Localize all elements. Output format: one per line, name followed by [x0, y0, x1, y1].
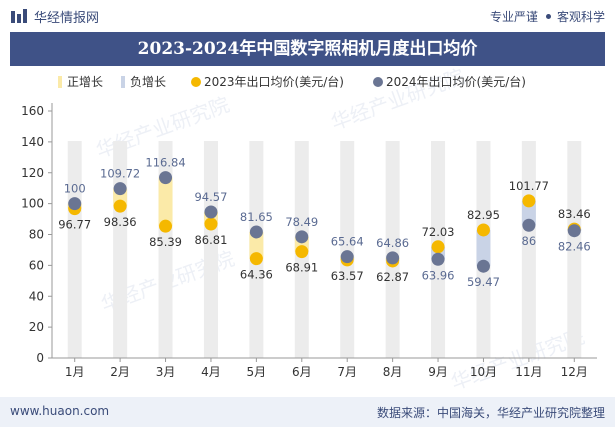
data-label-2024: 100 — [64, 182, 86, 196]
x-tick-label: 4月 — [201, 365, 221, 379]
x-tick-label: 2月 — [110, 365, 130, 379]
point-2024 — [522, 218, 536, 232]
data-label-2023: 96.77 — [58, 218, 91, 232]
data-label-2023: 72.03 — [422, 225, 455, 239]
data-label-2023: 62.87 — [376, 270, 409, 284]
positive-growth-bar — [249, 231, 264, 259]
data-label-2024: 116.84 — [145, 156, 185, 170]
x-tick-label: 10月 — [470, 365, 497, 379]
top-bar: 华经情报网 专业严谨 客观科学 — [0, 0, 615, 30]
data-label-2024: 64.86 — [376, 236, 409, 250]
data-label-2024: 63.96 — [422, 268, 455, 282]
point-2024 — [340, 250, 354, 264]
point-2024 — [113, 182, 127, 196]
data-label-2023: 83.46 — [558, 207, 591, 221]
point-2024 — [159, 171, 173, 185]
chart: 华经产业研究院华经产业研究院华经产业研究院华经产业研究院020406080100… — [21, 66, 597, 395]
point-2024 — [386, 251, 400, 265]
data-label-2024: 78.49 — [285, 215, 318, 229]
background-column — [567, 141, 582, 358]
point-2023 — [295, 245, 309, 259]
point-2024 — [295, 230, 309, 244]
y-tick-label: 0 — [36, 351, 44, 365]
y-tick-label: 20 — [29, 320, 44, 334]
background-column — [521, 141, 536, 358]
y-tick-label: 140 — [21, 135, 44, 149]
legend-positive-label: 正增长 — [67, 75, 103, 89]
legend-2024-label: 2024年出口均价(美元/台) — [386, 74, 526, 89]
point-2024 — [476, 259, 490, 273]
positive-growth-bar — [158, 177, 173, 227]
point-2023 — [522, 194, 536, 208]
data-label-2024: 109.72 — [100, 167, 140, 181]
legend-2024-marker — [373, 77, 383, 87]
negative-growth-bar — [521, 200, 536, 226]
x-tick-label: 7月 — [337, 365, 357, 379]
x-tick-label: 6月 — [292, 365, 312, 379]
y-tick-label: 160 — [21, 104, 44, 118]
data-label-2023: 85.39 — [149, 235, 182, 249]
tagline-b: 客观科学 — [556, 10, 605, 24]
footer: www.huaon.com 数据来源：中国海关，华经产业研究院整理 — [0, 397, 615, 427]
data-label-2023: 101.77 — [509, 179, 549, 193]
legend-2023-label: 2023年出口均价(美元/台) — [204, 74, 344, 89]
data-label-2023: 82.95 — [467, 208, 500, 222]
legend-positive-swatch — [58, 76, 62, 88]
x-tick-label: 1月 — [65, 365, 85, 379]
data-label-2023: 63.57 — [331, 269, 364, 283]
background-column — [67, 141, 82, 358]
y-tick-label: 40 — [29, 289, 44, 303]
point-2023 — [113, 199, 127, 213]
background-column — [203, 141, 218, 358]
background-column — [340, 141, 355, 358]
data-label-2023: 68.91 — [285, 261, 318, 275]
logo-text: 华经情报网 — [34, 11, 100, 26]
logo: 华经情报网 — [10, 7, 99, 26]
point-2023 — [249, 252, 263, 266]
footer-source: 数据来源：中国海关，华经产业研究院整理 — [376, 406, 605, 420]
tagline: 专业严谨 客观科学 — [490, 8, 605, 25]
negative-growth-bar — [476, 229, 491, 267]
point-2023 — [159, 219, 173, 233]
background-column — [385, 141, 400, 358]
point-2024 — [204, 205, 218, 219]
point-2024 — [249, 225, 263, 239]
watermark-text-4: 华经产业研究院 — [448, 324, 588, 394]
x-tick-label: 11月 — [515, 365, 542, 379]
data-label-2023: 64.36 — [240, 268, 273, 282]
y-tick-label: 120 — [21, 166, 44, 180]
data-label-2024: 86 — [522, 234, 537, 248]
data-label-2024: 59.47 — [467, 275, 500, 289]
x-tick-label: 9月 — [428, 365, 448, 379]
y-tick-label: 80 — [29, 228, 44, 242]
point-2023 — [476, 223, 490, 237]
title-bar: 2023-2024年中国数字照相机月度出口均价 — [10, 32, 605, 66]
x-tick-label: 8月 — [383, 365, 403, 379]
data-label-2024: 81.65 — [240, 210, 273, 224]
data-label-2024: 65.64 — [331, 235, 364, 249]
logo-icon — [11, 8, 27, 23]
data-label-2023: 98.36 — [104, 215, 137, 229]
data-label-2024: 82.46 — [558, 240, 591, 254]
footer-url: www.huaon.com — [10, 404, 110, 418]
x-tick-label: 3月 — [156, 365, 176, 379]
data-label-2024: 94.57 — [194, 190, 227, 204]
legend-negative-swatch — [121, 76, 125, 88]
x-tick-label: 12月 — [561, 365, 588, 379]
point-2024 — [431, 252, 445, 266]
chart-title: 2023-2024年中国数字照相机月度出口均价 — [137, 39, 478, 59]
y-tick-label: 100 — [21, 197, 44, 211]
point-2023 — [431, 240, 445, 254]
bullet-icon — [545, 14, 551, 19]
point-2024 — [567, 224, 581, 238]
tagline-a: 专业严谨 — [489, 10, 538, 24]
legend-negative-label: 负增长 — [130, 75, 166, 89]
y-tick-label: 60 — [29, 258, 44, 272]
x-tick-label: 5月 — [247, 365, 267, 379]
point-2023 — [204, 217, 218, 231]
data-label-2023: 86.81 — [194, 233, 227, 247]
legend-2023-marker — [191, 77, 201, 87]
point-2024 — [68, 197, 82, 211]
